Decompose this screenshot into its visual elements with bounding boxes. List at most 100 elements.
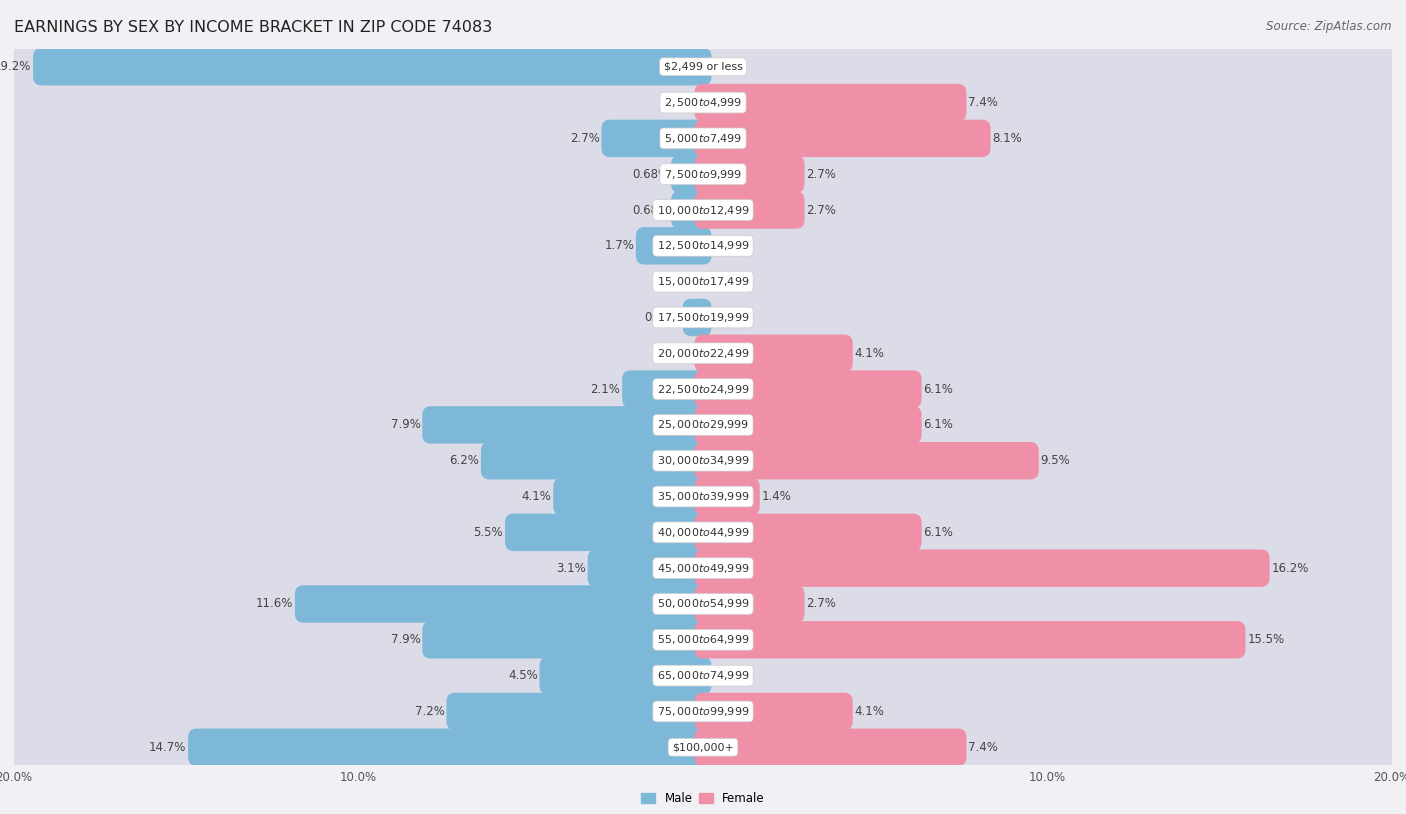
FancyBboxPatch shape	[4, 440, 1402, 482]
Text: 2.7%: 2.7%	[569, 132, 599, 145]
Text: 7.4%: 7.4%	[969, 96, 998, 109]
Text: 0.34%: 0.34%	[644, 311, 681, 324]
Text: 8.1%: 8.1%	[993, 132, 1022, 145]
FancyBboxPatch shape	[14, 371, 1392, 407]
FancyBboxPatch shape	[422, 406, 711, 444]
Text: $12,500 to $14,999: $12,500 to $14,999	[657, 239, 749, 252]
FancyBboxPatch shape	[695, 442, 1039, 479]
Text: $40,000 to $44,999: $40,000 to $44,999	[657, 526, 749, 539]
FancyBboxPatch shape	[4, 619, 1402, 661]
Text: $2,500 to $4,999: $2,500 to $4,999	[664, 96, 742, 109]
Text: 4.5%: 4.5%	[508, 669, 537, 682]
FancyBboxPatch shape	[695, 155, 804, 193]
Text: 2.1%: 2.1%	[591, 383, 620, 396]
FancyBboxPatch shape	[14, 192, 1392, 228]
FancyBboxPatch shape	[621, 370, 711, 408]
FancyBboxPatch shape	[695, 191, 804, 229]
Text: 19.2%: 19.2%	[0, 60, 31, 73]
Text: 7.2%: 7.2%	[415, 705, 444, 718]
FancyBboxPatch shape	[295, 585, 711, 623]
FancyBboxPatch shape	[4, 547, 1402, 589]
FancyBboxPatch shape	[4, 726, 1402, 768]
FancyBboxPatch shape	[695, 549, 1270, 587]
Text: 0.68%: 0.68%	[633, 204, 669, 217]
FancyBboxPatch shape	[14, 300, 1392, 335]
Text: $20,000 to $22,499: $20,000 to $22,499	[657, 347, 749, 360]
Text: 4.1%: 4.1%	[855, 705, 884, 718]
FancyBboxPatch shape	[4, 81, 1402, 124]
FancyBboxPatch shape	[14, 658, 1392, 694]
FancyBboxPatch shape	[695, 478, 759, 515]
Text: $100,000+: $100,000+	[672, 742, 734, 752]
Text: 14.7%: 14.7%	[149, 741, 186, 754]
Text: 2.7%: 2.7%	[807, 597, 837, 610]
Text: $22,500 to $24,999: $22,500 to $24,999	[657, 383, 749, 396]
FancyBboxPatch shape	[695, 621, 1246, 659]
FancyBboxPatch shape	[4, 368, 1402, 410]
Text: 6.2%: 6.2%	[450, 454, 479, 467]
FancyBboxPatch shape	[447, 693, 711, 730]
Text: 1.7%: 1.7%	[605, 239, 634, 252]
Text: EARNINGS BY SEX BY INCOME BRACKET IN ZIP CODE 74083: EARNINGS BY SEX BY INCOME BRACKET IN ZIP…	[14, 20, 492, 35]
FancyBboxPatch shape	[4, 511, 1402, 554]
FancyBboxPatch shape	[14, 335, 1392, 371]
FancyBboxPatch shape	[4, 404, 1402, 446]
FancyBboxPatch shape	[4, 260, 1402, 303]
Text: $50,000 to $54,999: $50,000 to $54,999	[657, 597, 749, 610]
FancyBboxPatch shape	[14, 264, 1392, 300]
FancyBboxPatch shape	[683, 299, 711, 336]
FancyBboxPatch shape	[14, 694, 1392, 729]
Text: $5,000 to $7,499: $5,000 to $7,499	[664, 132, 742, 145]
FancyBboxPatch shape	[4, 475, 1402, 518]
FancyBboxPatch shape	[553, 478, 711, 515]
FancyBboxPatch shape	[4, 225, 1402, 267]
FancyBboxPatch shape	[695, 84, 966, 121]
FancyBboxPatch shape	[695, 406, 922, 444]
FancyBboxPatch shape	[422, 621, 711, 659]
Text: $30,000 to $34,999: $30,000 to $34,999	[657, 454, 749, 467]
Text: 2.7%: 2.7%	[807, 168, 837, 181]
FancyBboxPatch shape	[14, 443, 1392, 479]
FancyBboxPatch shape	[602, 120, 711, 157]
Legend: Male, Female: Male, Female	[637, 787, 769, 809]
FancyBboxPatch shape	[695, 120, 991, 157]
FancyBboxPatch shape	[14, 156, 1392, 192]
FancyBboxPatch shape	[14, 514, 1392, 550]
FancyBboxPatch shape	[4, 153, 1402, 195]
Text: 6.1%: 6.1%	[924, 383, 953, 396]
Text: 6.1%: 6.1%	[924, 526, 953, 539]
FancyBboxPatch shape	[4, 46, 1402, 88]
FancyBboxPatch shape	[695, 514, 922, 551]
FancyBboxPatch shape	[695, 729, 966, 766]
FancyBboxPatch shape	[4, 654, 1402, 697]
Text: $10,000 to $12,499: $10,000 to $12,499	[657, 204, 749, 217]
FancyBboxPatch shape	[671, 155, 711, 193]
Text: 7.9%: 7.9%	[391, 633, 420, 646]
Text: $25,000 to $29,999: $25,000 to $29,999	[657, 418, 749, 431]
FancyBboxPatch shape	[588, 549, 711, 587]
FancyBboxPatch shape	[4, 690, 1402, 733]
FancyBboxPatch shape	[540, 657, 711, 694]
Text: $45,000 to $49,999: $45,000 to $49,999	[657, 562, 749, 575]
FancyBboxPatch shape	[4, 332, 1402, 374]
Text: 3.1%: 3.1%	[557, 562, 586, 575]
FancyBboxPatch shape	[14, 550, 1392, 586]
FancyBboxPatch shape	[14, 85, 1392, 120]
FancyBboxPatch shape	[14, 49, 1392, 85]
Text: $2,499 or less: $2,499 or less	[664, 62, 742, 72]
Text: 4.1%: 4.1%	[522, 490, 551, 503]
FancyBboxPatch shape	[671, 191, 711, 229]
FancyBboxPatch shape	[695, 693, 853, 730]
Text: 1.4%: 1.4%	[762, 490, 792, 503]
FancyBboxPatch shape	[14, 479, 1392, 514]
FancyBboxPatch shape	[14, 228, 1392, 264]
Text: 0.68%: 0.68%	[633, 168, 669, 181]
Text: $15,000 to $17,499: $15,000 to $17,499	[657, 275, 749, 288]
Text: $35,000 to $39,999: $35,000 to $39,999	[657, 490, 749, 503]
Text: 2.7%: 2.7%	[807, 204, 837, 217]
Text: $55,000 to $64,999: $55,000 to $64,999	[657, 633, 749, 646]
FancyBboxPatch shape	[695, 585, 804, 623]
Text: 6.1%: 6.1%	[924, 418, 953, 431]
FancyBboxPatch shape	[4, 583, 1402, 625]
Text: 7.4%: 7.4%	[969, 741, 998, 754]
